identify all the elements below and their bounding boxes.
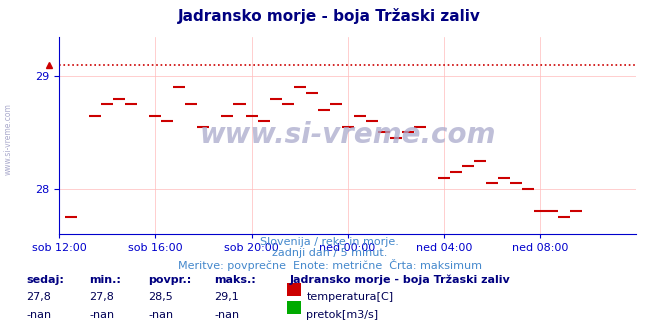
Text: -nan: -nan xyxy=(89,310,114,320)
Text: www.si-vreme.com: www.si-vreme.com xyxy=(200,121,496,149)
Text: -nan: -nan xyxy=(26,310,51,320)
Text: sedaj:: sedaj: xyxy=(26,275,64,285)
Text: 27,8: 27,8 xyxy=(89,292,114,302)
Text: Meritve: povprečne  Enote: metrične  Črta: maksimum: Meritve: povprečne Enote: metrične Črta:… xyxy=(177,259,482,271)
Text: 27,8: 27,8 xyxy=(26,292,51,302)
Text: Jadransko morje - boja Tržaski zaliv: Jadransko morje - boja Tržaski zaliv xyxy=(178,8,481,24)
Text: pretok[m3/s]: pretok[m3/s] xyxy=(306,310,378,320)
Text: www.si-vreme.com: www.si-vreme.com xyxy=(3,104,13,175)
Text: povpr.:: povpr.: xyxy=(148,275,192,285)
Text: maks.:: maks.: xyxy=(214,275,256,285)
Text: temperatura[C]: temperatura[C] xyxy=(306,292,393,302)
Text: 28,5: 28,5 xyxy=(148,292,173,302)
Text: -nan: -nan xyxy=(148,310,173,320)
Text: -nan: -nan xyxy=(214,310,239,320)
Text: Jadransko morje - boja Tržaski zaliv: Jadransko morje - boja Tržaski zaliv xyxy=(290,275,511,286)
Text: min.:: min.: xyxy=(89,275,121,285)
Text: Slovenija / reke in morje.: Slovenija / reke in morje. xyxy=(260,237,399,247)
Text: zadnji dan / 5 minut.: zadnji dan / 5 minut. xyxy=(272,248,387,258)
Text: 29,1: 29,1 xyxy=(214,292,239,302)
